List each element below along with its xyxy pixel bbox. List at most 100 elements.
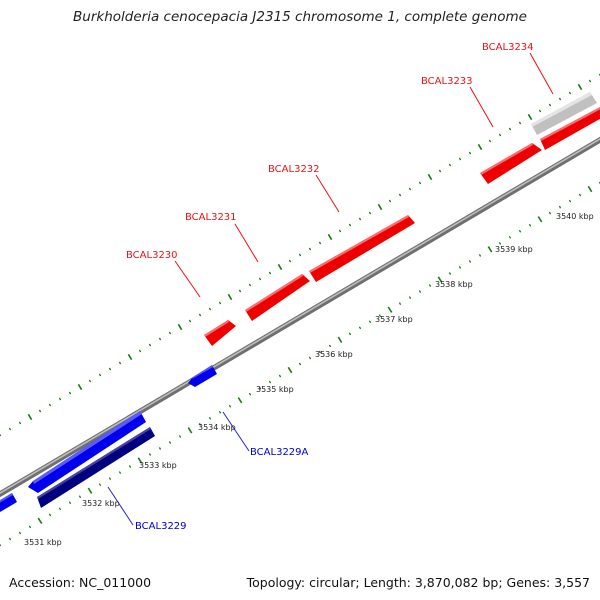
scale-label: 3538 kbp — [435, 280, 473, 289]
gene-bcal3234[interactable] — [531, 92, 597, 135]
major-tick — [537, 216, 543, 223]
minor-tick — [128, 465, 132, 468]
major-tick — [27, 413, 33, 421]
major-tick — [237, 397, 243, 404]
minor-tick — [418, 181, 422, 185]
gene-label-bcal3232[interactable]: BCAL3232 — [268, 164, 320, 175]
minor-tick — [148, 453, 152, 456]
minor-tick — [518, 229, 522, 233]
major-tick — [187, 427, 193, 434]
minor-tick — [528, 223, 532, 227]
minor-tick — [28, 525, 32, 529]
minor-tick — [108, 367, 112, 371]
minor-tick — [338, 229, 342, 233]
minus-label-leaders — [107, 411, 250, 526]
scale-label: 3532 kbp — [82, 499, 120, 508]
minor-tick — [98, 483, 102, 487]
scale-label: 3537 kbp — [375, 315, 413, 324]
minor-tick — [298, 362, 302, 366]
major-tick — [77, 383, 83, 391]
minor-tick — [438, 169, 442, 173]
minor-tick — [138, 349, 142, 353]
gene-bcal3234-continuation[interactable] — [540, 107, 600, 150]
minor-tick — [448, 272, 452, 275]
scale-label: 3534 kbp — [198, 423, 236, 432]
minor-tick — [278, 374, 282, 378]
gene-bcal3232[interactable] — [309, 215, 415, 282]
map-title: Burkholderia cenocepacia J2315 chromosom… — [73, 9, 527, 25]
minor-tick — [48, 513, 52, 517]
gene-label-bcal3229[interactable]: BCAL3229 — [135, 521, 187, 532]
minor-tick — [408, 296, 412, 300]
minor-tick — [568, 199, 572, 203]
gene-bcal3229a-left-block[interactable] — [28, 411, 146, 493]
minor-tick — [578, 193, 582, 197]
minor-tick — [488, 139, 492, 143]
minor-tick — [218, 301, 222, 305]
minor-tick — [568, 91, 572, 95]
gene-bcal3233[interactable] — [480, 143, 542, 184]
minor-tick — [38, 409, 42, 413]
gene-bcal3229[interactable] — [37, 427, 155, 508]
gene-bcal3230[interactable] — [204, 320, 236, 346]
gene-label-bcal3231[interactable]: BCAL3231 — [185, 212, 237, 223]
minor-tick — [178, 435, 182, 438]
minor-tick — [328, 344, 332, 348]
minor-tick — [588, 79, 592, 83]
minor-tick — [228, 404, 232, 408]
gene-label-bcal3234[interactable]: BCAL3234 — [482, 42, 534, 53]
minor-tick — [298, 253, 302, 257]
major-tick — [487, 246, 493, 253]
minor-tick — [238, 289, 242, 293]
scale-label: 3533 kbp — [139, 461, 177, 470]
minor-tick — [398, 302, 402, 306]
minor-tick — [508, 127, 512, 131]
major-tick — [227, 293, 233, 301]
major-tick — [327, 233, 333, 241]
major-tick — [127, 353, 133, 361]
minor-tick — [248, 392, 252, 396]
minor-tick — [458, 266, 462, 269]
gene-partial-left[interactable] — [0, 493, 17, 515]
major-tick — [87, 487, 93, 494]
minor-tick — [348, 332, 352, 336]
gene-bcal3231[interactable] — [245, 274, 310, 321]
scale-label: 3535 kbp — [256, 385, 294, 394]
minor-tick — [458, 157, 462, 161]
minor-tick — [58, 507, 62, 511]
minor-tick — [8, 537, 12, 541]
major-tick — [37, 517, 43, 525]
genome-details-text: Topology: circular; Length: 3,870,082 bp… — [246, 575, 590, 590]
minor-tick — [308, 356, 312, 360]
major-tick — [177, 323, 183, 331]
scale-label: 3540 kbp — [556, 212, 594, 221]
minor-tick — [468, 260, 472, 263]
minor-tick — [268, 271, 272, 275]
gene-bcal3229a[interactable] — [188, 365, 217, 387]
minor-tick — [468, 151, 472, 155]
scale-label: 3531 kbp — [24, 538, 62, 547]
minor-tick — [538, 109, 542, 113]
minor-tick — [248, 283, 252, 287]
major-tick — [337, 336, 343, 344]
accession-text: Accession: NC_011000 — [9, 575, 152, 590]
minor-tick — [288, 259, 292, 263]
gene-label-bcal3233[interactable]: BCAL3233 — [421, 76, 473, 87]
chromosome-backbone — [0, 136, 600, 498]
minor-tick — [208, 416, 212, 420]
scale-tick-ring — [0, 181, 600, 547]
minor-tick — [478, 254, 482, 257]
gene-label-bcal3229a[interactable]: BCAL3229A — [250, 447, 309, 458]
minor-tick — [198, 422, 202, 426]
minor-tick — [118, 471, 122, 474]
gene-label-bcal3230[interactable]: BCAL3230 — [126, 250, 178, 261]
minor-tick — [118, 361, 122, 365]
minor-tick — [348, 223, 352, 227]
minor-tick — [548, 211, 552, 215]
major-tick — [587, 185, 593, 193]
minor-tick — [0, 543, 2, 547]
major-tick — [287, 366, 293, 374]
minor-tick — [358, 217, 362, 221]
minor-tick — [218, 410, 222, 414]
